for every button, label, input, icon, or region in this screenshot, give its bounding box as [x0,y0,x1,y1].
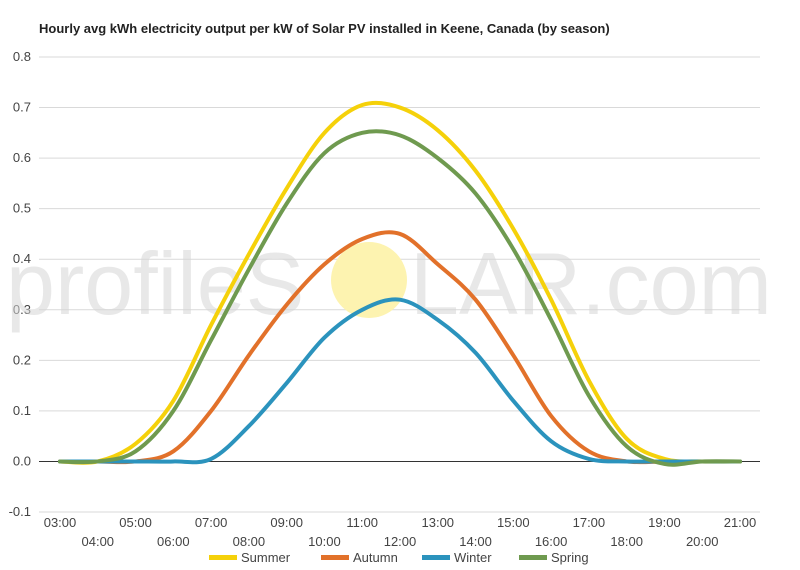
legend-swatch [209,555,237,560]
x-tick-label: 04:00 [82,534,115,549]
x-tick-label: 19:00 [648,515,681,530]
x-tick-label: 18:00 [610,534,643,549]
series-lines [58,100,742,467]
x-tick-label: 05:00 [119,515,152,530]
legend-swatch [321,555,349,560]
legend-item-winter[interactable]: Winter [422,550,492,565]
x-tick-label: 13:00 [422,515,455,530]
x-tick-label: 17:00 [573,515,606,530]
y-tick-label: 0.7 [13,100,31,115]
x-tick-label: 20:00 [686,534,719,549]
legend-label: Summer [241,550,291,565]
x-tick-label: 06:00 [157,534,190,549]
legend-swatch [519,555,547,560]
legend-swatch [422,555,450,560]
legend-label: Winter [454,550,492,565]
x-tick-label: 10:00 [308,534,341,549]
x-tick-label: 03:00 [44,515,77,530]
series-line-summer [58,100,742,465]
legend-label: Spring [551,550,589,565]
x-axis-ticks: 03:00 04:00 05:00 06:00 07:00 08:00 09:00 10:00… [44,515,757,549]
x-tick-label: 09:00 [270,515,303,530]
legend-label: Autumn [353,550,398,565]
legend-item-spring[interactable]: Spring [519,550,589,565]
chart-title: Hourly avg kWh electricity output per kW… [39,21,610,36]
y-tick-label: 0.4 [13,251,31,266]
x-tick-label: 14:00 [459,534,492,549]
x-tick-label: 21:00 [724,515,757,530]
y-tick-label: 0.1 [13,403,31,418]
series-line-spring [58,129,742,467]
y-tick-label: 0.5 [13,201,31,216]
series-line-winter [58,297,742,465]
y-tick-label: 0.8 [13,49,31,64]
y-tick-label: 0.0 [13,453,31,468]
y-tick-label: 0.2 [13,352,31,367]
legend[interactable]: Summer Autumn Winter Spring [209,550,589,565]
x-tick-label: 08:00 [233,534,266,549]
y-tick-label: 0.6 [13,150,31,165]
y-axis-ticks: 0.8 0.7 0.6 0.5 0.4 0.3 0.2 0.1 0.0 -0.1 [9,49,31,519]
legend-item-autumn[interactable]: Autumn [321,550,398,565]
x-tick-label: 15:00 [497,515,530,530]
y-tick-label: -0.1 [9,504,31,519]
legend-item-summer[interactable]: Summer [209,550,291,565]
x-tick-label: 16:00 [535,534,568,549]
x-tick-label: 12:00 [384,534,417,549]
x-tick-label: 07:00 [195,515,228,530]
x-tick-label: 11:00 [346,515,378,530]
watermark-text-right: LAR.com [410,234,772,333]
y-tick-label: 0.3 [13,302,31,317]
watermark: profileS LAR.com [6,234,772,333]
watermark-text-left: profileS [6,234,304,333]
